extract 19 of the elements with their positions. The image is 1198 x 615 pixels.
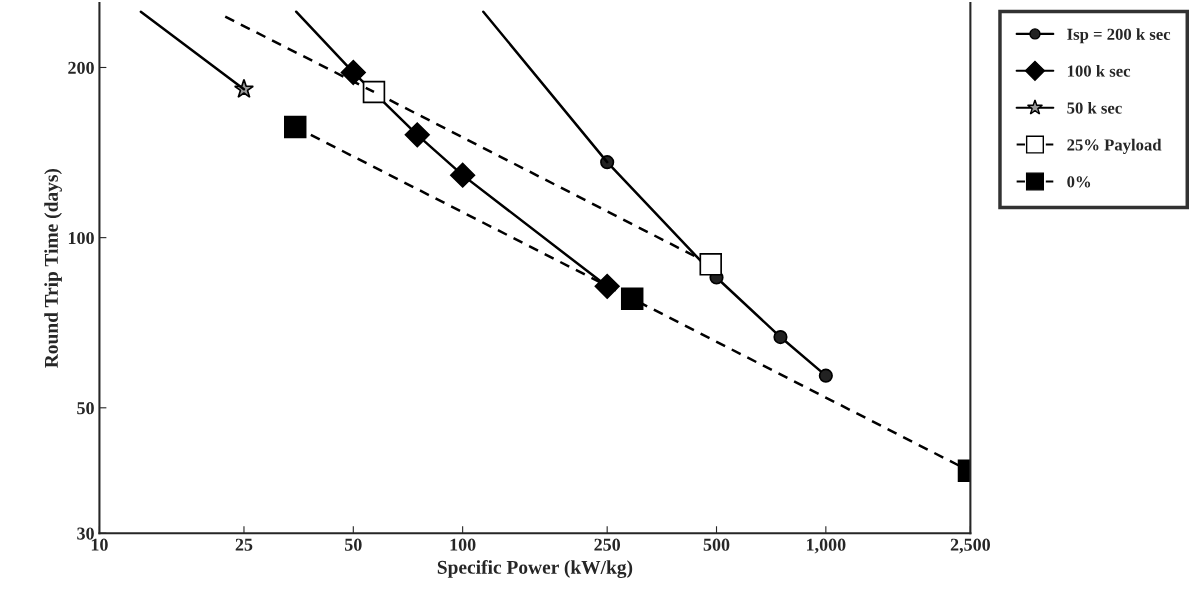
x-tick-label: 25 — [235, 538, 253, 551]
x-tick-label: 50 — [345, 538, 362, 551]
y-tick-label: 100 — [68, 231, 94, 245]
x-tick-label: 1,000 — [806, 538, 846, 554]
y-tick-label: 200 — [68, 61, 94, 74]
y-tick-label: 30 — [77, 527, 94, 540]
y-tick-label: 50 — [77, 402, 94, 415]
legend-label: Isp = 200 k sec — [1067, 28, 1171, 44]
x-tick-label: 500 — [703, 538, 730, 551]
x-tick-label: 250 — [594, 538, 621, 551]
y-axis-title: Round Trip Time (days) — [44, 168, 62, 368]
legend-label: 50 k sec — [1067, 101, 1122, 114]
legend-label: 25% Payload — [1067, 138, 1162, 154]
legend-label: 100 k sec — [1067, 65, 1131, 77]
legend-label: 0% — [1067, 176, 1091, 188]
x-tick-label: 100 — [450, 538, 476, 551]
x-tick-label: 10 — [91, 538, 108, 551]
x-axis-title: Specific Power (kW/kg) — [437, 560, 633, 578]
x-tick-label: 2,500 — [950, 538, 990, 554]
